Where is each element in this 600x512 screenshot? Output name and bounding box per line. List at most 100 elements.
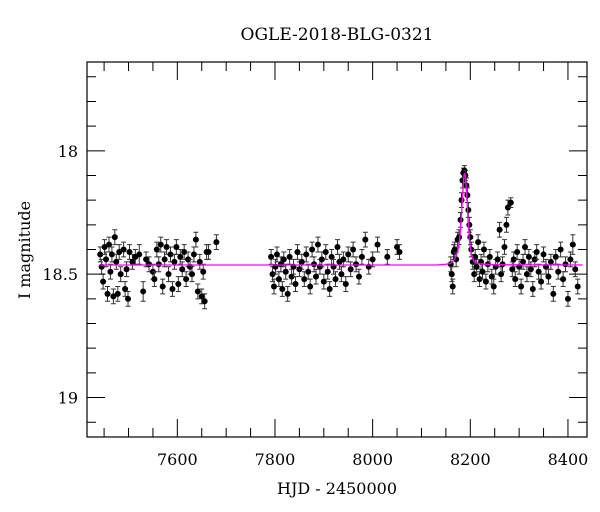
x-axis-label: HJD - 2450000 — [277, 479, 397, 498]
data-point — [303, 246, 310, 263]
data-point — [201, 293, 208, 310]
data-point — [560, 271, 567, 288]
point-marker — [201, 298, 208, 305]
data-point — [117, 266, 124, 283]
data-point — [473, 258, 480, 275]
point-marker — [111, 234, 118, 241]
point-marker — [192, 236, 199, 243]
data-point — [123, 261, 130, 278]
point-marker — [560, 276, 567, 283]
point-marker — [305, 268, 312, 275]
data-point — [342, 276, 349, 292]
data-point — [320, 273, 327, 290]
point-marker — [213, 239, 220, 246]
point-marker — [169, 285, 176, 292]
data-point — [113, 253, 120, 270]
point-marker — [355, 273, 362, 280]
point-marker — [458, 197, 465, 204]
point-marker — [447, 261, 454, 268]
data-point — [155, 256, 162, 273]
data-point — [488, 268, 495, 285]
plot-marks — [97, 165, 583, 310]
data-point — [490, 278, 497, 295]
data-point — [449, 278, 456, 295]
x-tick-label: 8000 — [352, 450, 393, 469]
point-marker — [486, 253, 493, 260]
data-point — [374, 236, 381, 253]
point-marker — [574, 283, 581, 290]
data-point — [200, 263, 207, 280]
point-marker — [307, 283, 314, 290]
data-point — [538, 273, 545, 290]
point-marker — [369, 256, 376, 263]
point-marker — [136, 251, 143, 258]
data-point — [194, 283, 201, 300]
point-marker — [494, 256, 501, 263]
data-point — [313, 268, 320, 285]
point-marker — [114, 290, 121, 297]
data-point — [213, 234, 220, 250]
point-marker — [205, 248, 212, 255]
point-marker — [332, 276, 339, 283]
model-curve — [99, 172, 583, 266]
tick-labels: 7600 7800 8000 8200 8400 18 18.5 19 — [42, 142, 588, 469]
data-point — [358, 249, 365, 265]
data-point — [475, 234, 482, 250]
data-point — [332, 271, 339, 288]
point-marker — [269, 271, 276, 278]
data-point — [159, 278, 166, 295]
data-point — [125, 290, 132, 307]
point-marker — [476, 276, 483, 283]
point-marker — [472, 253, 479, 260]
point-marker — [569, 241, 576, 248]
point-marker — [314, 241, 321, 248]
data-point — [169, 281, 176, 297]
point-marker — [503, 221, 510, 228]
point-marker — [396, 248, 403, 255]
point-marker — [496, 226, 503, 233]
point-marker — [350, 246, 357, 253]
point-marker — [313, 273, 320, 280]
point-marker — [282, 268, 289, 275]
point-marker — [173, 244, 180, 251]
point-marker — [161, 256, 168, 263]
data-point — [340, 251, 347, 268]
x-tick-label: 7600 — [157, 450, 198, 469]
point-marker — [533, 248, 540, 255]
point-marker — [465, 207, 472, 214]
point-marker — [358, 253, 365, 260]
data-point — [355, 268, 362, 285]
point-marker — [509, 266, 516, 273]
chart-title: OGLE-2018-BLG-0321 — [241, 25, 434, 45]
point-marker — [514, 248, 521, 255]
data-point — [314, 236, 321, 253]
y-tick-label: 18.5 — [42, 265, 78, 284]
data-point — [529, 281, 536, 297]
point-marker — [525, 253, 532, 260]
point-marker — [527, 266, 534, 273]
point-marker — [284, 290, 291, 297]
data-point — [307, 278, 314, 295]
data-point — [507, 197, 514, 209]
point-marker — [540, 251, 547, 258]
data-point — [499, 256, 506, 273]
point-marker — [110, 293, 117, 300]
data-point — [518, 278, 525, 295]
point-marker — [167, 251, 174, 258]
x-tick-label: 8200 — [450, 450, 491, 469]
point-marker — [520, 258, 527, 265]
data-point — [120, 241, 127, 258]
data-point — [512, 271, 519, 288]
data-point — [196, 253, 203, 270]
plot-frame — [86, 61, 588, 438]
data-point — [105, 236, 112, 253]
y-tick-label: 19 — [58, 389, 78, 408]
point-marker — [153, 246, 160, 253]
data-point — [116, 244, 123, 260]
data-point — [104, 286, 111, 302]
point-marker — [273, 251, 280, 258]
data-point — [533, 244, 540, 260]
point-marker — [107, 268, 114, 275]
point-marker — [309, 246, 316, 253]
point-marker — [384, 253, 391, 260]
